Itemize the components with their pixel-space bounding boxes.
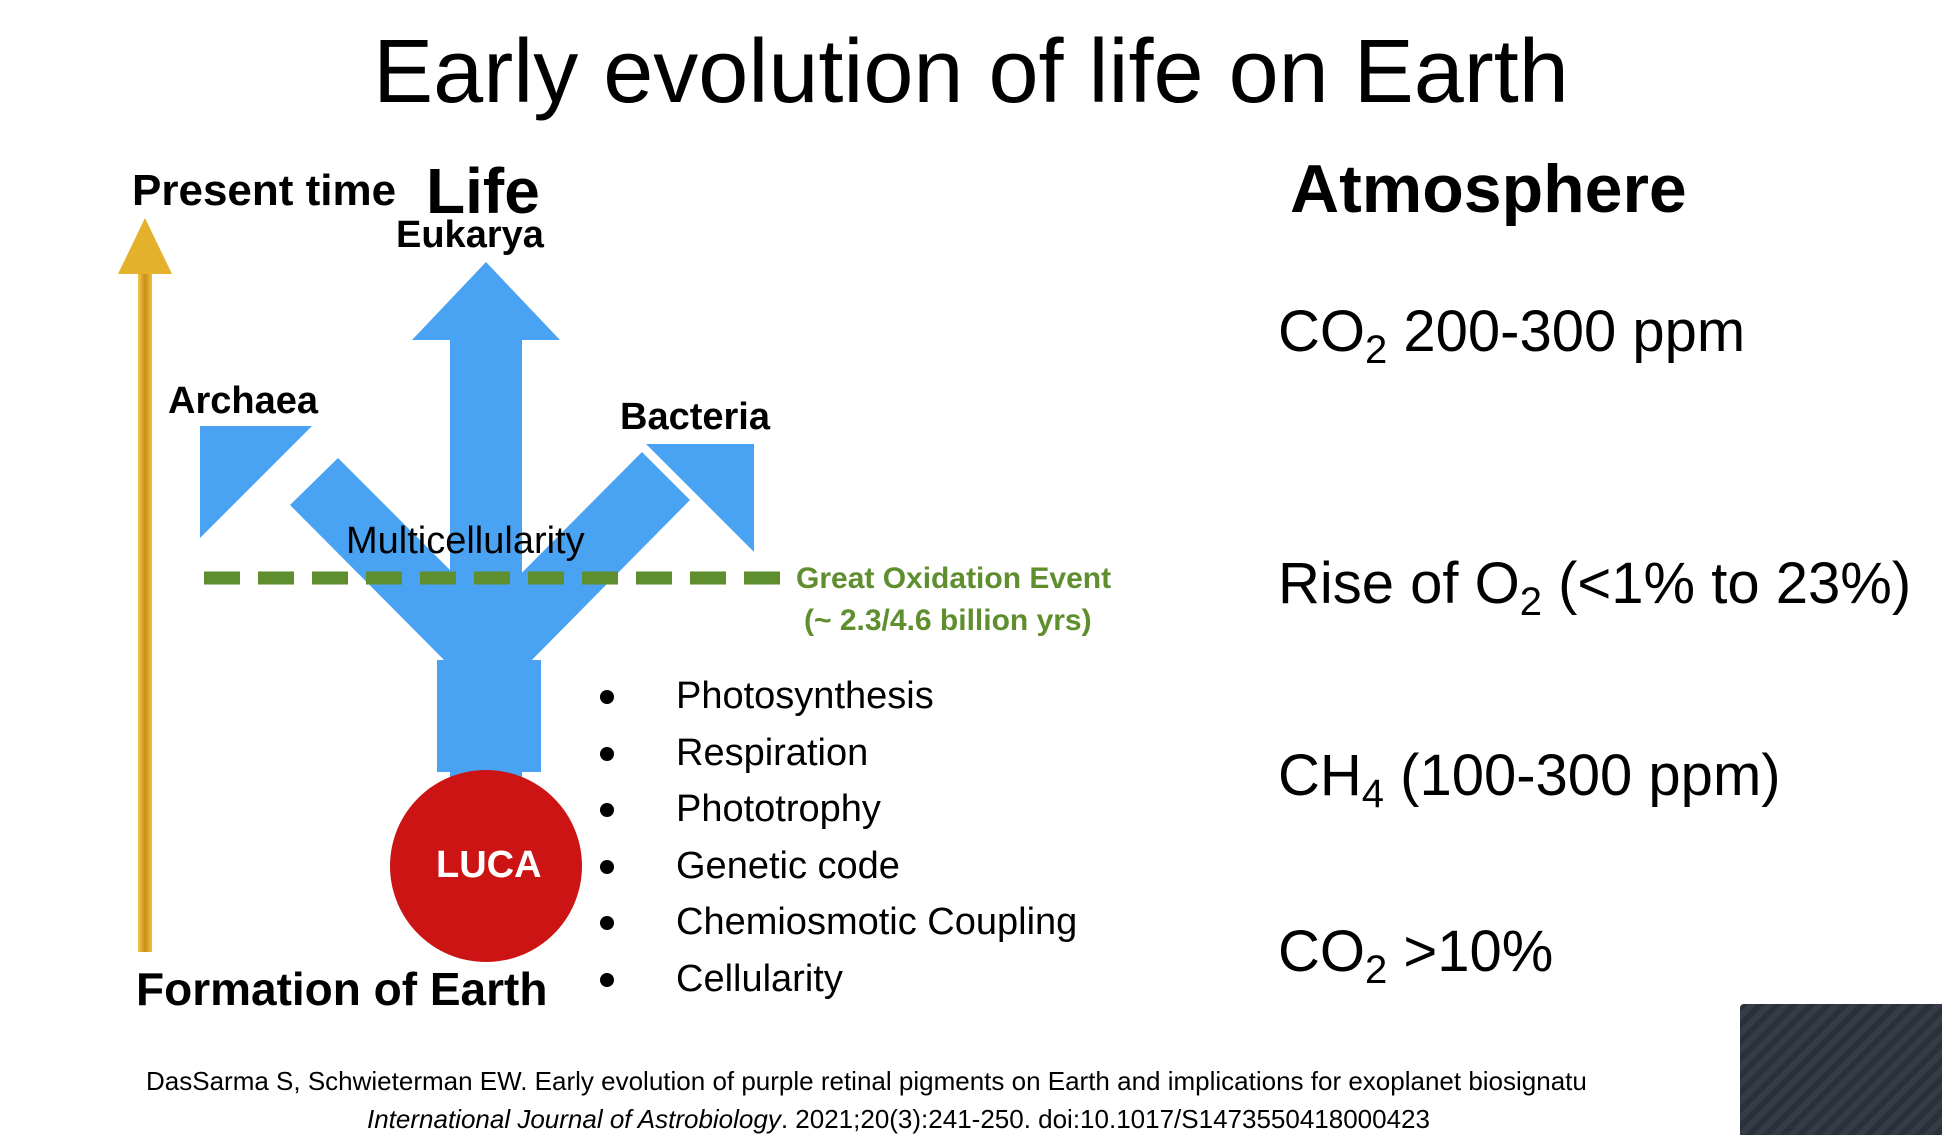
- tree-of-life: [200, 262, 754, 778]
- citation-line-1: DasSarma S, Schwieterman EW. Early evolu…: [146, 1066, 1587, 1096]
- multicellularity-label: Multicellularity: [346, 520, 585, 562]
- atm-text: CO: [1278, 299, 1365, 364]
- atm-text: (<1% to 23%): [1542, 551, 1912, 616]
- time-arrow-head: [118, 218, 172, 274]
- atmosphere-item: Rise of O2 (<1% to 23%): [1278, 550, 1912, 622]
- atm-text: 200-300 ppm: [1387, 299, 1746, 364]
- trait-item: Genetic code: [592, 838, 1077, 895]
- bacteria-arrowhead: [646, 444, 754, 552]
- atmosphere-heading: Atmosphere: [1290, 151, 1687, 227]
- eukarya-shaft: [450, 338, 522, 778]
- trait-item: Respiration: [592, 725, 1077, 782]
- trait-item: Photosynthesis: [592, 668, 1077, 725]
- archaea-label: Archaea: [168, 380, 318, 422]
- slide-title: Early evolution of life on Earth: [373, 22, 1569, 122]
- traits-list: Photosynthesis Respiration Phototrophy G…: [592, 668, 1077, 1007]
- citation-line-2: International Journal of Astrobiology. 2…: [367, 1104, 1430, 1135]
- time-arrow: [118, 218, 172, 952]
- eukarya-arrowhead: [412, 262, 560, 340]
- archaea-arrowhead: [200, 426, 312, 538]
- bacteria-label: Bacteria: [620, 396, 770, 438]
- formation-of-earth-label: Formation of Earth: [136, 963, 548, 1015]
- luca-label: LUCA: [436, 844, 542, 886]
- present-time-label: Present time: [132, 166, 397, 215]
- citation-journal: International Journal of Astrobiology: [367, 1104, 781, 1134]
- atm-subscript: 2: [1519, 580, 1542, 624]
- time-arrow-shaft: [138, 262, 152, 952]
- atm-text: CH: [1278, 743, 1362, 808]
- trait-item: Cellularity: [592, 951, 1077, 1008]
- atm-subscript: 2: [1365, 948, 1388, 992]
- luca-circle: [390, 770, 582, 962]
- atm-text: CO: [1278, 919, 1365, 984]
- atm-text: (100-300 ppm): [1384, 743, 1781, 808]
- atmosphere-item: CO2 200-300 ppm: [1278, 298, 1746, 370]
- atmosphere-item: CH4 (100-300 ppm): [1278, 742, 1781, 814]
- atm-text: Rise of O: [1278, 551, 1520, 616]
- great-oxidation-label: Great Oxidation Event: [796, 562, 1112, 595]
- atm-text: >10%: [1387, 919, 1554, 984]
- trait-item: Chemiosmotic Coupling: [592, 894, 1077, 951]
- atmosphere-item: CO2 >10%: [1278, 918, 1554, 990]
- atm-subscript: 2: [1365, 328, 1388, 372]
- life-heading: Life: [426, 155, 540, 227]
- atm-subscript: 4: [1361, 772, 1385, 816]
- archaea-branch: [290, 458, 505, 672]
- great-oxidation-date: (~ 2.3/4.6 billion yrs): [804, 604, 1092, 637]
- citation-details: . 2021;20(3):241-250. doi:10.1017/S14735…: [780, 1104, 1430, 1134]
- bacteria-branch: [470, 452, 690, 672]
- eukarya-label: Eukarya: [396, 214, 544, 256]
- trait-item: Phototrophy: [592, 781, 1077, 838]
- video-overlay-panel: [1740, 1004, 1942, 1135]
